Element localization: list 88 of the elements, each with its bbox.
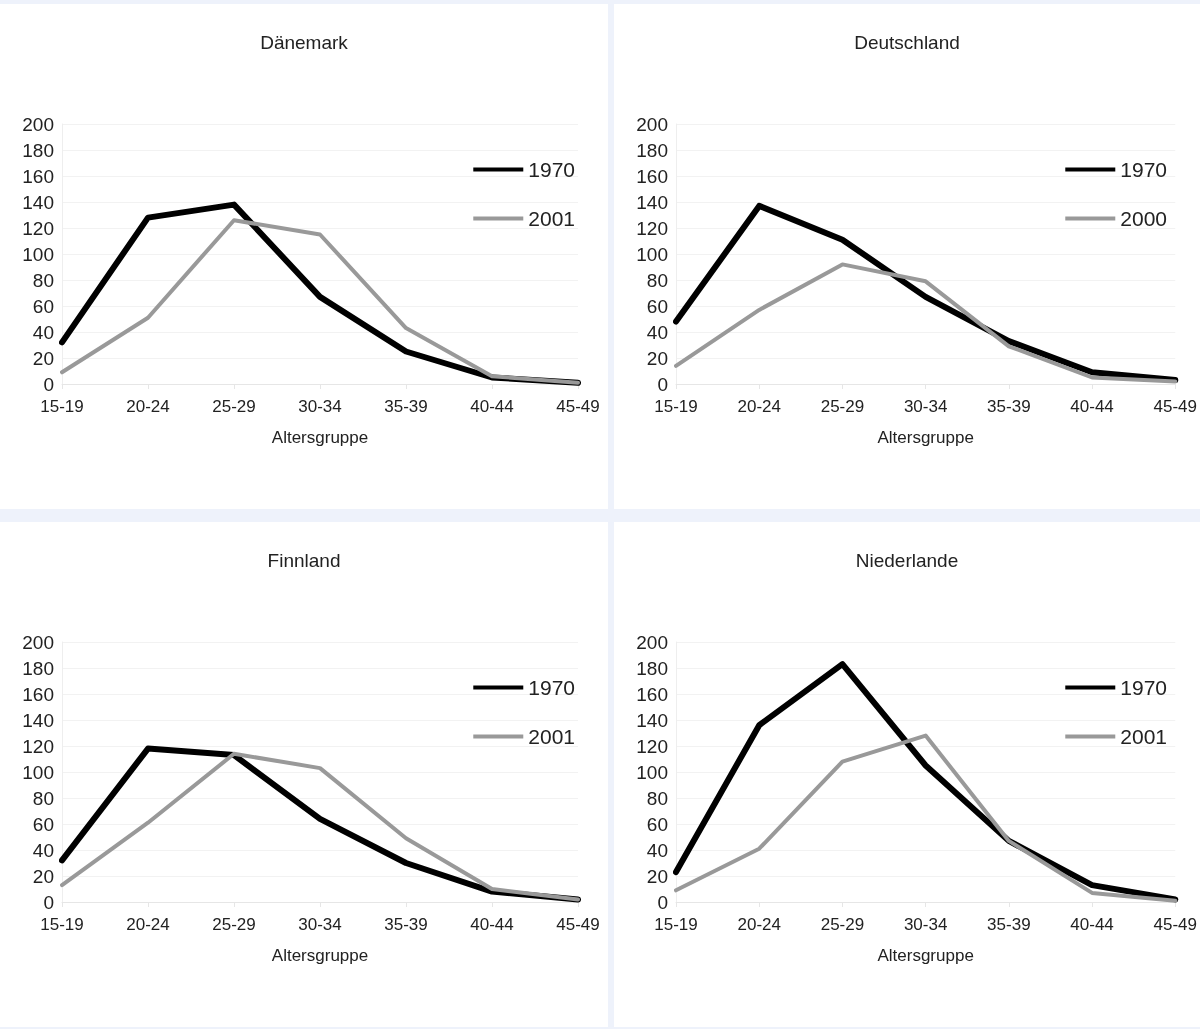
y-tick-label: 180 [22, 657, 54, 679]
x-tick-label: 30-34 [298, 915, 342, 934]
y-tick-label: 20 [32, 865, 54, 887]
x-tick-label: 20-24 [126, 915, 170, 934]
chart-title: Dänemark [260, 32, 349, 53]
x-tick-label: 35-39 [987, 915, 1031, 934]
y-tick-label: 80 [32, 787, 54, 809]
y-tick-label: 140 [636, 709, 668, 731]
x-axis-title: Altersgruppe [271, 428, 369, 447]
y-tick-label: 120 [636, 217, 668, 239]
x-tick-label: 45-49 [1153, 397, 1197, 416]
y-tick-label: 60 [646, 295, 668, 317]
y-tick-label: 0 [43, 891, 54, 913]
x-tick-label: 25-29 [820, 915, 865, 934]
x-tick-label: 40-44 [1070, 915, 1114, 934]
x-tick-label: 35-39 [987, 397, 1031, 416]
x-tick-label: 45-49 [556, 915, 600, 934]
y-tick-label: 0 [43, 373, 54, 395]
x-tick-label: 30-34 [903, 915, 948, 934]
y-tick-label: 140 [636, 191, 668, 213]
x-tick-label: 15-19 [654, 915, 698, 934]
y-tick-label: 80 [646, 787, 668, 809]
y-tick-label: 40 [32, 839, 54, 861]
y-tick-label: 180 [22, 139, 54, 161]
y-tick-label: 40 [646, 321, 668, 343]
y-tick-label: 100 [22, 243, 54, 265]
x-tick-label: 25-29 [212, 397, 256, 416]
y-tick-label: 200 [636, 631, 668, 653]
y-tick-label: 200 [636, 113, 668, 135]
y-tick-label: 120 [22, 217, 54, 239]
chart-title: Finnland [267, 550, 341, 571]
legend-label: 1970 [528, 158, 575, 181]
x-tick-label: 15-19 [654, 397, 698, 416]
y-tick-label: 200 [22, 631, 54, 653]
x-tick-label: 40-44 [1070, 397, 1114, 416]
legend-label: 2001 [528, 725, 575, 748]
x-tick-label: 15-19 [40, 397, 84, 416]
x-tick-label: 25-29 [820, 397, 865, 416]
x-tick-label: 35-39 [384, 915, 428, 934]
x-tick-label: 20-24 [737, 915, 781, 934]
legend-label: 2001 [528, 207, 575, 230]
x-tick-label: 30-34 [298, 397, 342, 416]
y-tick-label: 200 [22, 113, 54, 135]
y-tick-label: 160 [22, 165, 54, 187]
legend-label: 1970 [1120, 158, 1167, 181]
y-tick-label: 160 [636, 165, 668, 187]
y-tick-label: 180 [636, 139, 668, 161]
y-tick-label: 60 [32, 813, 54, 835]
y-tick-label: 80 [646, 269, 668, 291]
x-tick-label: 45-49 [556, 397, 600, 416]
x-axis-title: Altersgruppe [877, 428, 974, 447]
y-tick-label: 100 [22, 761, 54, 783]
y-tick-label: 20 [646, 865, 668, 887]
y-tick-label: 20 [646, 347, 668, 369]
y-tick-label: 180 [636, 657, 668, 679]
y-tick-label: 140 [22, 709, 54, 731]
y-tick-label: 40 [32, 321, 54, 343]
y-tick-label: 140 [22, 191, 54, 213]
y-tick-label: 40 [646, 839, 668, 861]
y-tick-label: 60 [32, 295, 54, 317]
legend-label: 1970 [1120, 676, 1167, 699]
y-tick-label: 100 [636, 761, 668, 783]
y-tick-label: 160 [22, 683, 54, 705]
x-tick-label: 45-49 [1153, 915, 1197, 934]
y-tick-label: 160 [636, 683, 668, 705]
x-tick-label: 25-29 [212, 915, 256, 934]
x-tick-label: 40-44 [470, 397, 514, 416]
x-axis-title: Altersgruppe [271, 946, 369, 965]
x-tick-label: 20-24 [737, 397, 781, 416]
y-tick-label: 0 [657, 891, 668, 913]
x-tick-label: 40-44 [470, 915, 514, 934]
y-tick-label: 60 [646, 813, 668, 835]
legend-label: 2001 [1120, 725, 1167, 748]
y-tick-label: 80 [32, 269, 54, 291]
x-axis-title: Altersgruppe [877, 946, 974, 965]
y-tick-label: 120 [636, 735, 668, 757]
y-tick-label: 100 [636, 243, 668, 265]
legend-label: 2000 [1120, 207, 1167, 230]
y-tick-label: 20 [32, 347, 54, 369]
y-tick-label: 0 [657, 373, 668, 395]
x-tick-label: 30-34 [903, 397, 948, 416]
x-tick-label: 20-24 [126, 397, 170, 416]
x-tick-label: 35-39 [384, 397, 428, 416]
chart-title: Niederlande [855, 550, 959, 571]
y-tick-label: 120 [22, 735, 54, 757]
chart-title: Deutschland [854, 32, 960, 53]
x-tick-label: 15-19 [40, 915, 84, 934]
legend-label: 1970 [528, 676, 575, 699]
